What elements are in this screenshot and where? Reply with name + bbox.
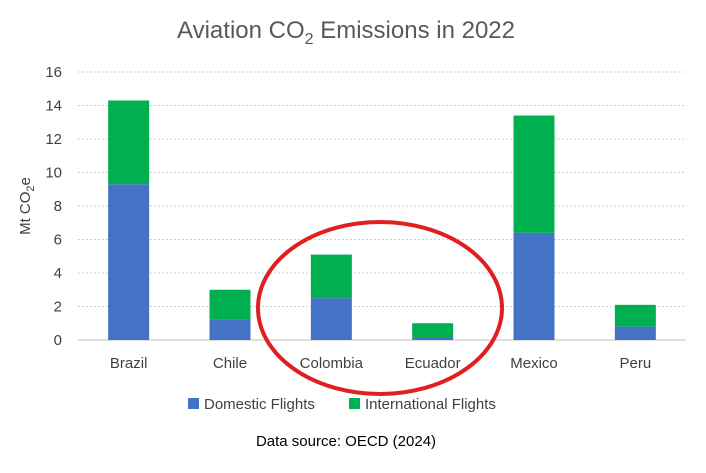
y-tick-label: 14 (45, 98, 62, 115)
bar-colombia-international (310, 254, 352, 299)
chart-title: Aviation CO2 Emissions in 2022 (177, 17, 515, 48)
x-tick-label: Colombia (300, 355, 364, 372)
y-axis-label: Mt CO2e (17, 177, 37, 235)
bar-brazil-domestic (108, 184, 150, 340)
x-tick-label: Chile (213, 355, 247, 372)
bar-colombia-domestic (310, 298, 352, 340)
y-tick-label: 16 (45, 64, 62, 81)
y-axis-label-main: Mt CO (17, 192, 34, 235)
y-axis-label-rest: e (17, 177, 34, 185)
bar-ecuador-domestic (412, 337, 454, 340)
x-tick-label: Mexico (510, 355, 558, 372)
bars (108, 100, 656, 340)
x-tick-label: Ecuador (405, 355, 461, 372)
legend-swatch-domestic (188, 398, 199, 409)
bar-chile-international (209, 289, 251, 320)
bar-peru-international (614, 304, 656, 327)
x-tick-label: Peru (619, 355, 651, 372)
y-tick-labels: 0 2 4 6 8 10 12 14 16 (45, 64, 62, 349)
y-tick-label: 0 (54, 332, 62, 349)
bar-brazil-international (108, 100, 150, 185)
bar-mexico-domestic (513, 232, 555, 340)
chart-title-subscript: 2 (305, 31, 314, 48)
y-axis-label-subscript: 2 (25, 185, 37, 191)
y-tick-label: 4 (54, 265, 62, 282)
chart-title-main: Aviation CO (177, 17, 305, 44)
x-tick-labels: Brazil Chile Colombia Ecuador Mexico Peru (110, 355, 651, 372)
y-tick-label: 12 (45, 131, 62, 148)
gridlines (78, 71, 686, 341)
legend-swatch-international (349, 398, 360, 409)
bar-mexico-international (513, 115, 555, 233)
bar-peru-domestic (614, 326, 656, 340)
legend-label-international: International Flights (365, 396, 496, 413)
bar-ecuador-international (412, 323, 454, 338)
y-tick-label: 10 (45, 165, 62, 182)
y-tick-label: 8 (54, 198, 62, 215)
chart-title-rest: Emissions in 2022 (314, 17, 515, 44)
legend: Domestic Flights International Flights (188, 396, 496, 413)
data-source-note: Data source: OECD (2024) (256, 433, 436, 450)
legend-label-domestic: Domestic Flights (204, 396, 315, 413)
x-tick-label: Brazil (110, 355, 148, 372)
bar-chile-domestic (209, 319, 251, 340)
y-tick-label: 6 (54, 232, 62, 249)
y-tick-label: 2 (54, 299, 62, 316)
highlight-ellipse (256, 220, 504, 396)
